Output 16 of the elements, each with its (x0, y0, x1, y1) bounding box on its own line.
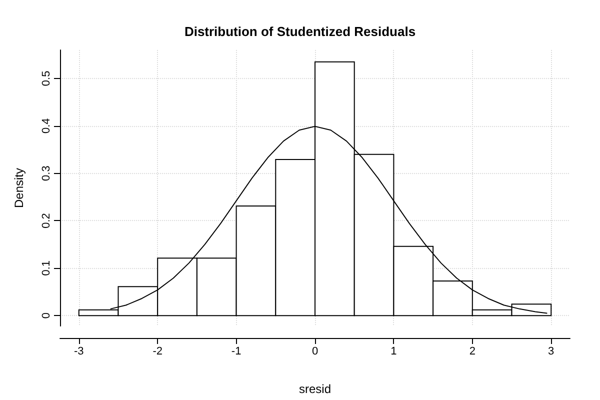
y-tick-label: 0 (40, 312, 52, 319)
x-tick-label: 3 (548, 346, 554, 358)
y-tick-label: 0.5 (40, 70, 52, 86)
y-axis-title: Density (12, 168, 26, 208)
x-tick-label: -3 (74, 346, 84, 358)
y-tick-label: 0.1 (40, 260, 52, 276)
x-axis-title: sresid (298, 382, 332, 396)
y-tick-label: 0.3 (40, 166, 52, 181)
x-tick-label: -2 (152, 346, 162, 358)
x-tick-label: 1 (390, 346, 397, 358)
chart-title: Distribution of Studentized Residuals (184, 24, 416, 39)
y-tick-label: 0.4 (40, 118, 52, 134)
x-tick-label: 2 (469, 346, 476, 358)
x-tick-label: -1 (231, 346, 242, 358)
x-tick-label: 0 (312, 346, 318, 358)
y-tick-label: 0.2 (40, 213, 52, 228)
